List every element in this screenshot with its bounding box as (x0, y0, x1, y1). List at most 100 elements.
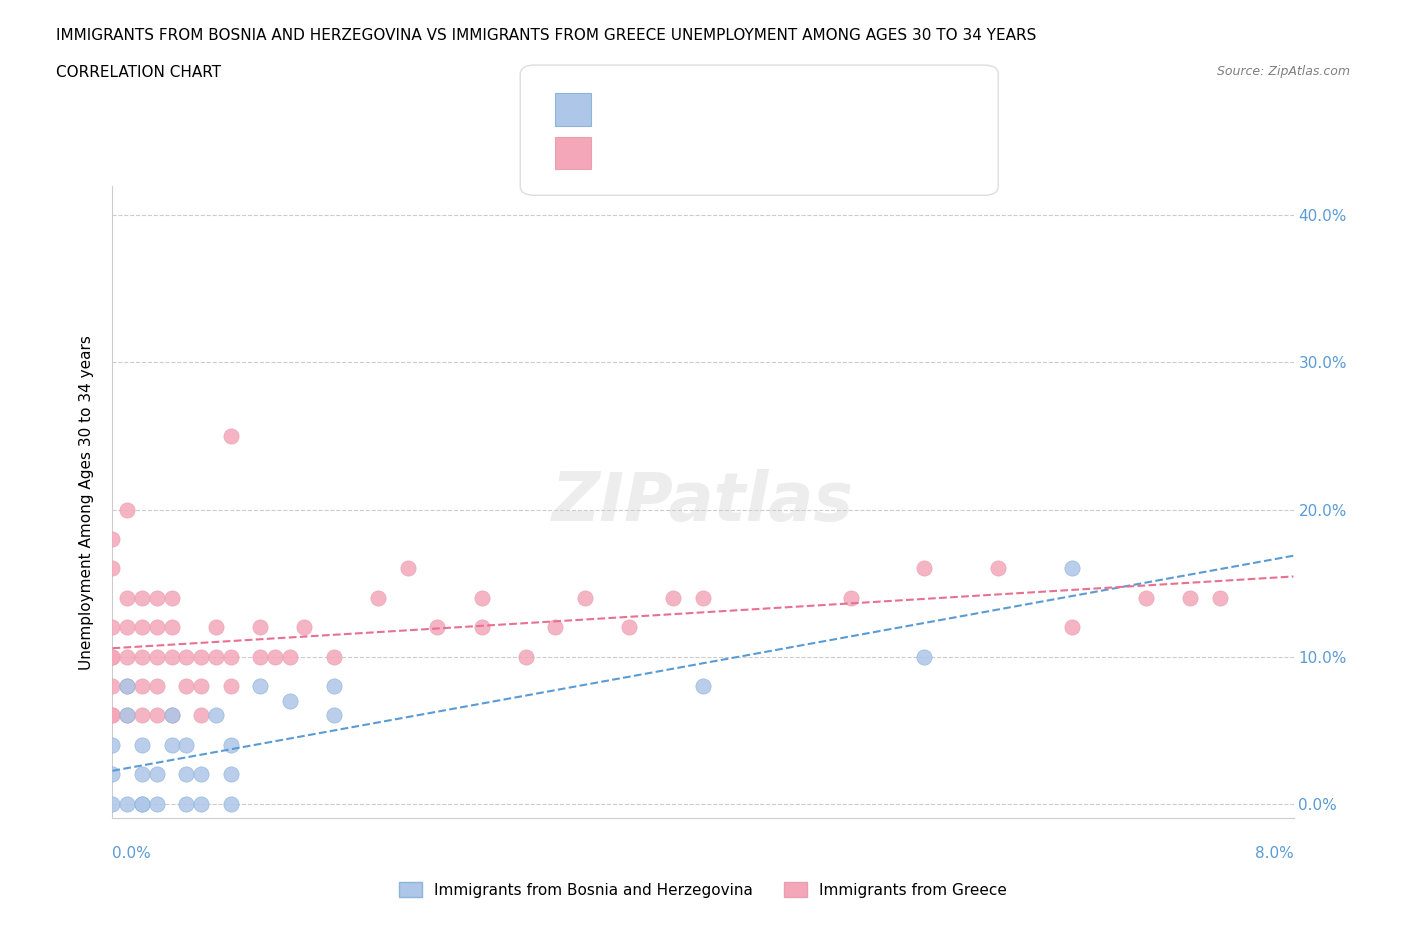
Point (131, 767, 153, 782)
Point (1135, 591, 1157, 605)
Text: R = 0.182: R = 0.182 (602, 144, 685, 163)
Point (515, 649, 537, 664)
Point (1178, 591, 1201, 605)
Y-axis label: Unemployment Among Ages 30 to 34 years: Unemployment Among Ages 30 to 34 years (79, 335, 94, 670)
Point (101, 649, 124, 664)
Point (101, 679, 124, 694)
Point (323, 649, 346, 664)
Point (249, 679, 271, 694)
Legend: Immigrants from Bosnia and Herzegovina, Immigrants from Greece: Immigrants from Bosnia and Herzegovina, … (394, 875, 1012, 904)
Point (117, 679, 138, 694)
Point (914, 561, 936, 576)
Point (190, 708, 212, 723)
Point (292, 619, 315, 634)
Point (323, 679, 346, 694)
Point (987, 561, 1010, 576)
Text: N = 62: N = 62 (794, 144, 852, 163)
Point (101, 767, 124, 782)
Point (839, 591, 862, 605)
Point (190, 767, 212, 782)
Point (146, 796, 169, 811)
Point (174, 679, 197, 694)
Point (131, 649, 153, 664)
Point (1062, 619, 1084, 634)
Text: 8.0%: 8.0% (1254, 846, 1294, 861)
Point (249, 619, 271, 634)
Text: IMMIGRANTS FROM BOSNIA AND HERZEGOVINA VS IMMIGRANTS FROM GREECE UNEMPLOYMENT AM: IMMIGRANTS FROM BOSNIA AND HERZEGOVINA V… (56, 28, 1036, 43)
Text: CORRELATION CHART: CORRELATION CHART (56, 65, 221, 80)
Point (205, 619, 228, 634)
Point (205, 649, 228, 664)
Point (692, 591, 714, 605)
Point (160, 737, 183, 752)
Point (174, 737, 197, 752)
Point (190, 649, 212, 664)
Point (117, 796, 138, 811)
Point (219, 679, 242, 694)
Point (219, 649, 242, 664)
Point (131, 737, 153, 752)
Point (544, 619, 567, 634)
Point (367, 591, 389, 605)
Point (131, 796, 153, 811)
Point (101, 708, 124, 723)
Point (146, 619, 169, 634)
Point (619, 619, 641, 634)
Point (914, 649, 936, 664)
Point (396, 561, 419, 576)
Point (117, 708, 138, 723)
Point (264, 649, 287, 664)
Point (160, 591, 183, 605)
Point (101, 561, 124, 576)
Point (131, 679, 153, 694)
Point (117, 708, 138, 723)
Point (219, 737, 242, 752)
Text: ZIPatlas: ZIPatlas (553, 470, 853, 535)
Point (471, 591, 494, 605)
Point (101, 532, 124, 547)
Text: 0.0%: 0.0% (112, 846, 152, 861)
Point (219, 767, 242, 782)
Point (219, 429, 242, 444)
Text: N = 30: N = 30 (794, 100, 852, 118)
Point (160, 708, 183, 723)
Point (278, 693, 301, 708)
Point (574, 591, 596, 605)
Point (249, 649, 271, 664)
Point (101, 737, 124, 752)
Point (101, 619, 124, 634)
Point (174, 649, 197, 664)
Point (219, 796, 242, 811)
Text: R = 0.137: R = 0.137 (602, 100, 685, 118)
Point (205, 708, 228, 723)
Point (146, 649, 169, 664)
Point (101, 708, 124, 723)
Point (190, 679, 212, 694)
Point (131, 591, 153, 605)
Point (160, 708, 183, 723)
Point (117, 591, 138, 605)
Point (190, 796, 212, 811)
Point (174, 767, 197, 782)
Point (1208, 591, 1232, 605)
Point (146, 708, 169, 723)
Point (323, 708, 346, 723)
Point (131, 619, 153, 634)
Point (131, 708, 153, 723)
Point (174, 796, 197, 811)
Point (146, 767, 169, 782)
Point (1062, 561, 1084, 576)
Point (101, 649, 124, 664)
Point (101, 796, 124, 811)
Point (662, 591, 685, 605)
Point (117, 679, 138, 694)
Text: Source: ZipAtlas.com: Source: ZipAtlas.com (1216, 65, 1350, 78)
Point (117, 619, 138, 634)
Point (146, 591, 169, 605)
Point (146, 679, 169, 694)
Point (278, 649, 301, 664)
Point (131, 796, 153, 811)
Point (160, 649, 183, 664)
Point (117, 649, 138, 664)
Point (160, 619, 183, 634)
